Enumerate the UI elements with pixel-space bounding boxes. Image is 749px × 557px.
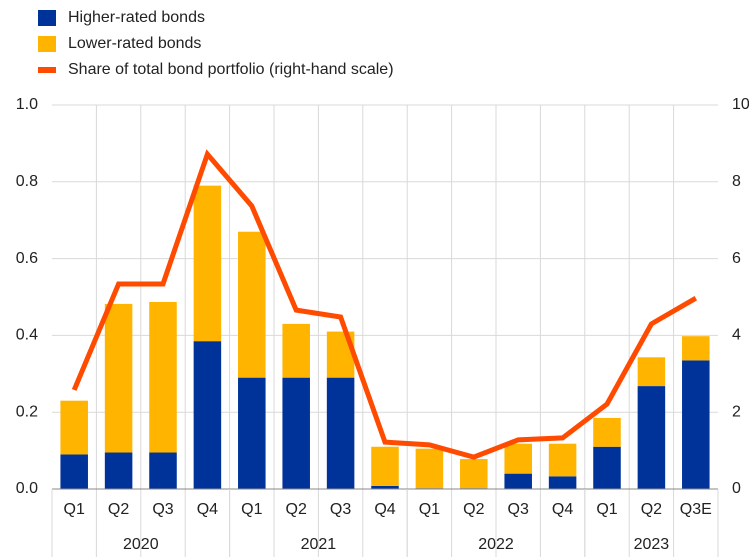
y2-tick-label: 10: [732, 96, 749, 113]
y-tick-label: 0.0: [16, 480, 38, 497]
legend-label: Lower-rated bonds: [68, 35, 201, 52]
x-tick-label: Q2: [286, 501, 307, 518]
x-tick-label: Q1: [64, 501, 85, 518]
bar: [682, 360, 710, 489]
group-label: 2022: [478, 536, 514, 553]
bar: [593, 417, 621, 447]
x-tick-label: Q3: [508, 501, 529, 518]
x-tick-label: Q2: [108, 501, 129, 518]
y2-tick-label: 8: [732, 173, 741, 190]
bar: [149, 301, 177, 453]
y2-tick-label: 0: [732, 480, 741, 497]
group-label: 2020: [123, 536, 159, 553]
bar: [371, 446, 399, 486]
bar: [104, 303, 133, 453]
bar: [593, 446, 621, 489]
y-tick-label: 0.2: [16, 403, 38, 420]
y-tick-label: 0.4: [16, 327, 38, 344]
x-tick-label: Q2: [463, 501, 484, 518]
line: [71, 149, 698, 460]
legend-label: Share of total bond portfolio (right-han…: [68, 61, 394, 78]
bar: [282, 377, 310, 489]
group-label: 2021: [301, 536, 337, 553]
y2-tick-label: 2: [732, 403, 741, 420]
x-tick-label: Q3: [152, 501, 173, 518]
bar: [460, 459, 488, 489]
bar: [504, 473, 532, 489]
bar: [548, 443, 577, 477]
y-tick-label: 1.0: [16, 96, 38, 113]
bar: [504, 443, 532, 474]
bar: [104, 452, 133, 489]
bar: [60, 454, 88, 489]
x-tick-label: Q1: [241, 501, 262, 518]
legend-swatch: [38, 67, 56, 73]
bar: [682, 336, 710, 361]
bar: [371, 485, 399, 489]
bar: [637, 357, 666, 387]
bar: [326, 377, 355, 489]
bar: [149, 452, 177, 489]
x-tick-label: Q4: [374, 501, 395, 518]
group-label: 2023: [634, 536, 670, 553]
legend-swatch: [38, 36, 56, 52]
x-tick-label: Q3E: [680, 501, 712, 518]
bar: [282, 323, 310, 378]
bar: [193, 185, 222, 342]
bar: [415, 448, 444, 489]
bar: [60, 400, 88, 455]
x-tick-label: Q1: [596, 501, 617, 518]
y-tick-label: 0.6: [16, 250, 38, 267]
x-tick-label: Q1: [419, 501, 440, 518]
legend-swatch: [38, 10, 56, 26]
bar: [238, 377, 266, 489]
y2-tick-label: 4: [732, 327, 741, 344]
bar: [637, 386, 666, 489]
bar: [238, 231, 266, 378]
bar: [548, 476, 577, 489]
x-tick-label: Q4: [197, 501, 218, 518]
y-tick-label: 0.8: [16, 173, 38, 190]
x-tick-label: Q3: [330, 501, 351, 518]
y2-tick-label: 6: [732, 250, 741, 267]
bar: [193, 341, 222, 489]
x-tick-label: Q4: [552, 501, 573, 518]
x-tick-label: Q2: [641, 501, 662, 518]
legend-label: Higher-rated bonds: [68, 9, 205, 26]
